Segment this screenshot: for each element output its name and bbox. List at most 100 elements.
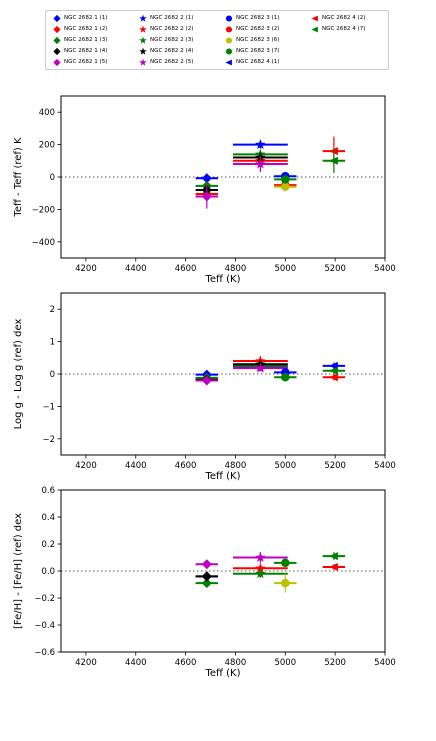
data-point — [232, 362, 288, 373]
legend-marker — [225, 59, 232, 66]
legend-marker-icon — [225, 15, 233, 22]
y-tick-label: −400 — [32, 238, 55, 248]
legend-marker-icon — [139, 47, 147, 55]
data-point — [232, 568, 288, 579]
data-marker — [281, 175, 290, 184]
data-marker — [201, 173, 212, 184]
legend-marker-icon — [53, 58, 61, 67]
y-tick-label: −2 — [42, 435, 55, 445]
data-marker — [201, 559, 212, 570]
x-tick-label: 4600 — [175, 658, 197, 668]
legend-marker-icon — [53, 36, 61, 45]
x-tick-label: 5400 — [374, 658, 396, 668]
data-point — [232, 552, 288, 563]
x-axis-label: Teff (K) — [205, 274, 241, 285]
data-marker — [255, 158, 266, 169]
y-tick-label: 0.2 — [41, 540, 55, 550]
legend-marker-icon — [53, 47, 61, 56]
y-tick-label: 0 — [50, 370, 55, 380]
legend-marker — [53, 14, 61, 23]
x-tick-label: 5200 — [324, 264, 346, 274]
y-tick-label: −1 — [42, 402, 55, 412]
legend-marker — [139, 58, 147, 66]
legend-marker — [53, 47, 61, 56]
data-marker — [281, 578, 290, 588]
y-tick-label: 2 — [50, 305, 55, 315]
x-tick-label: 5400 — [374, 264, 396, 274]
data-marker — [201, 571, 212, 582]
legend-marker-icon — [139, 36, 147, 44]
x-tick-label: 4200 — [75, 264, 97, 274]
legend-label: NGC 2682 1 (1) — [64, 15, 108, 21]
legend-marker — [225, 48, 233, 55]
legend-label: NGC 2682 2 (3) — [150, 37, 194, 43]
legend-marker — [225, 37, 233, 44]
legend: NGC 2682 1 (1) NGC 2682 1 (2) NGC 2682 1 (… — [45, 10, 389, 70]
data-point — [274, 175, 297, 184]
legend-marker — [311, 15, 318, 22]
y-tick-label: 200 — [39, 141, 55, 151]
data-point — [195, 559, 219, 570]
legend-marker — [225, 26, 233, 33]
x-tick-label: 4200 — [75, 461, 97, 471]
x-tick-label: 4800 — [225, 264, 247, 274]
data-marker — [255, 568, 266, 579]
legend-label: NGC 2682 3 (2) — [236, 26, 280, 32]
data-marker — [328, 366, 338, 375]
y-tick-label: 0 — [50, 173, 55, 183]
data-marker — [328, 562, 338, 571]
legend-label: NGC 2682 1 (2) — [64, 26, 108, 32]
data-marker — [255, 552, 266, 562]
data-point — [322, 373, 346, 382]
legend-label: NGC 2682 3 (6) — [236, 37, 280, 43]
legend-label: NGC 2682 4 (2) — [322, 15, 366, 21]
legend-label: NGC 2682 1 (4) — [64, 48, 108, 54]
x-tick-label: 4600 — [175, 461, 197, 471]
legend-marker — [139, 25, 147, 33]
legend-label: NGC 2682 3 (1) — [236, 15, 280, 21]
data-point — [322, 366, 346, 375]
legend-marker-icon — [225, 59, 232, 66]
x-tick-label: 5400 — [374, 461, 396, 471]
x-tick-label: 4800 — [225, 658, 247, 668]
data-marker — [201, 191, 212, 202]
y-tick-label: 0.6 — [41, 486, 55, 496]
x-tick-label: 5000 — [274, 461, 296, 471]
y-tick-label: 400 — [39, 108, 55, 118]
data-point — [274, 182, 297, 191]
legend-marker-icon — [225, 26, 233, 33]
data-point — [195, 375, 219, 386]
x-axis-label: Teff (K) — [205, 471, 241, 482]
legend-marker-icon — [53, 14, 61, 23]
y-tick-label: 0.4 — [41, 513, 55, 523]
legend-label: NGC 2682 4 (7) — [322, 26, 366, 32]
x-tick-label: 4800 — [225, 461, 247, 471]
y-tick-label: −0.2 — [34, 594, 55, 604]
legend-marker — [225, 15, 233, 22]
y-axis-label: Log g - Log g (ref) dex — [13, 319, 24, 430]
data-marker — [328, 156, 338, 165]
y-tick-label: 1 — [50, 338, 55, 348]
data-point — [274, 573, 297, 593]
data-point — [232, 155, 288, 173]
data-marker — [201, 578, 212, 589]
x-tick-label: 4400 — [125, 461, 147, 471]
x-tick-label: 5200 — [324, 461, 346, 471]
y-tick-label: −0.6 — [34, 648, 55, 658]
data-point — [195, 173, 219, 184]
legend-marker — [139, 36, 147, 44]
y-tick-label: −200 — [32, 205, 55, 215]
data-marker — [201, 375, 212, 386]
chart-panel-1: 4200 4400 4600 4800 5000 5200 5400 −400 −200 0 200… — [13, 95, 396, 285]
legend-marker — [53, 36, 61, 45]
y-axis-label: [Fe/H] - [Fe/H] (ref) dex — [13, 513, 24, 629]
data-marker — [255, 562, 266, 573]
legend-label: NGC 2682 2 (2) — [150, 26, 194, 32]
legend-label: NGC 2682 2 (5) — [150, 59, 194, 65]
data-marker — [328, 373, 338, 382]
data-marker — [328, 552, 338, 561]
x-axis-label: Teff (K) — [205, 668, 241, 679]
chart-panel-3: 4200 4400 4600 4800 5000 5200 5400 −0.6 −0.4 −0.2… — [13, 486, 396, 679]
data-marker — [281, 182, 290, 191]
y-tick-label: −0.4 — [34, 621, 55, 631]
